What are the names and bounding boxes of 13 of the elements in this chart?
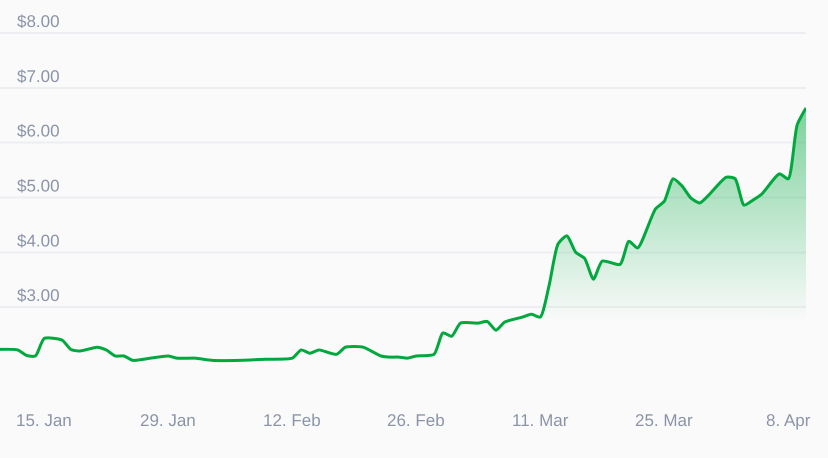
x-tick-label: 12. Feb: [263, 411, 321, 430]
y-tick-label: $4.00: [17, 231, 60, 250]
y-tick-label: $8.00: [17, 12, 60, 31]
y-tick-label: $3.00: [17, 286, 60, 306]
x-tick-label: 26. Feb: [387, 411, 445, 430]
x-tick-label: 8. Apr: [766, 411, 811, 430]
y-tick-label: $7.00: [17, 66, 60, 86]
x-tick-label: 15. Jan: [16, 411, 72, 430]
x-tick-label: 11. Mar: [512, 411, 569, 430]
x-tick-label: 25. Mar: [635, 411, 693, 430]
x-tick-label: 29. Jan: [140, 411, 196, 430]
y-tick-label: $5.00: [17, 176, 60, 196]
y-tick-label: $6.00: [17, 122, 60, 141]
